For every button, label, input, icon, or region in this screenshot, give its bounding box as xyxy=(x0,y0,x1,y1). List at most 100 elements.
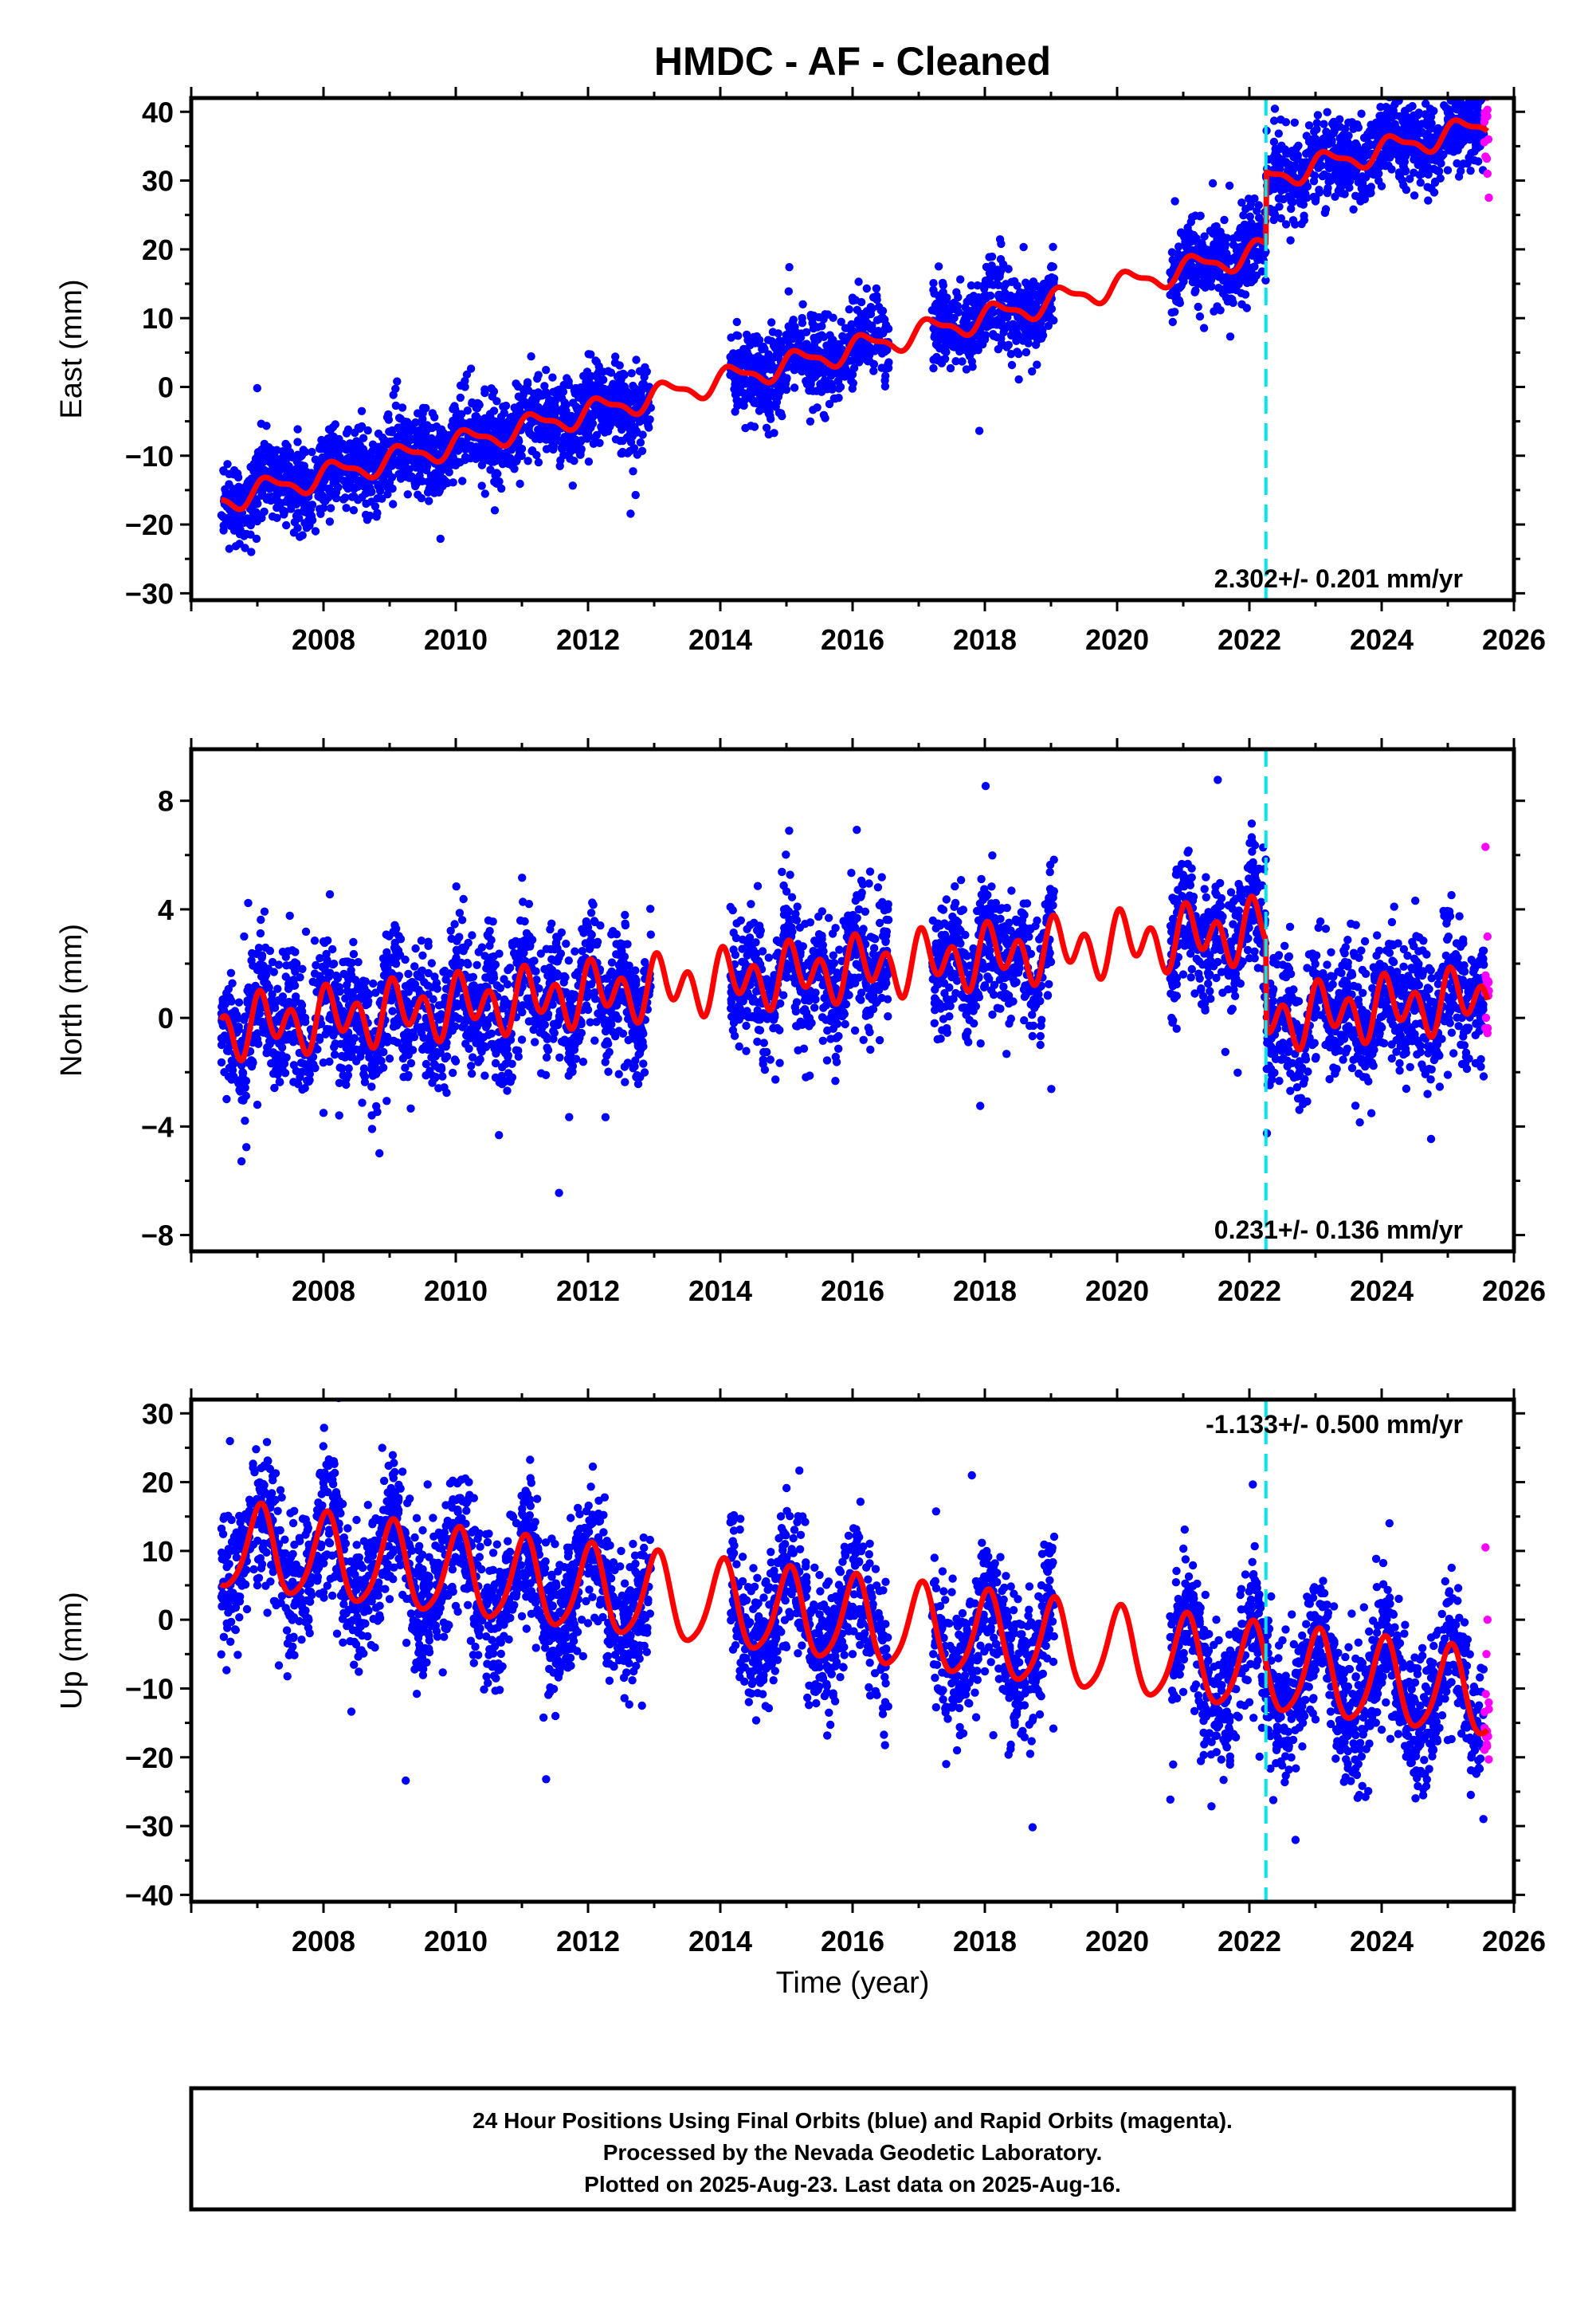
data-point xyxy=(620,421,629,430)
data-point xyxy=(219,521,228,530)
data-point xyxy=(829,313,837,322)
data-point xyxy=(732,317,741,327)
data-point xyxy=(572,440,581,449)
data-point xyxy=(584,411,594,421)
data-point xyxy=(963,347,972,355)
data-point xyxy=(1323,108,1331,116)
data-point xyxy=(774,329,782,338)
data-point xyxy=(758,345,767,354)
data-point xyxy=(1237,300,1246,308)
data-point xyxy=(1323,183,1332,193)
data-point xyxy=(419,1033,428,1043)
data-point xyxy=(564,956,573,965)
data-point xyxy=(242,529,251,539)
data-point xyxy=(534,371,543,379)
data-point xyxy=(805,386,814,395)
data-point xyxy=(632,398,641,406)
data-point xyxy=(797,363,806,371)
data-point xyxy=(629,381,637,391)
data-point xyxy=(939,313,948,322)
east-plot-area xyxy=(217,59,1493,600)
data-point xyxy=(1225,255,1234,264)
east-x-tick-label: 2026 xyxy=(1482,623,1546,656)
data-point xyxy=(394,423,402,432)
data-point xyxy=(1415,171,1425,179)
data-point xyxy=(1398,147,1406,156)
data-point xyxy=(403,490,412,499)
data-point xyxy=(616,437,625,446)
data-point xyxy=(1446,73,1454,81)
data-point xyxy=(1200,232,1209,241)
data-point xyxy=(583,430,593,438)
data-point xyxy=(592,430,602,440)
data-point xyxy=(422,463,431,472)
data-point xyxy=(855,321,864,330)
data-point xyxy=(1271,155,1280,165)
data-point xyxy=(602,389,611,399)
data-point xyxy=(1457,59,1465,67)
data-point xyxy=(756,383,765,393)
data-point xyxy=(339,495,348,504)
data-point xyxy=(1457,167,1465,175)
data-point xyxy=(598,426,606,434)
data-point xyxy=(495,1131,504,1140)
data-point xyxy=(1242,232,1252,242)
data-point xyxy=(784,335,793,344)
data-point xyxy=(1274,129,1284,138)
data-point xyxy=(1437,152,1446,161)
data-point xyxy=(735,357,744,366)
data-point xyxy=(884,360,892,369)
data-point xyxy=(527,446,536,456)
data-point xyxy=(487,384,496,393)
data-point xyxy=(317,435,326,445)
data-point xyxy=(434,488,443,497)
data-point xyxy=(447,422,456,430)
data-point xyxy=(480,385,489,394)
data-point xyxy=(835,348,844,357)
east-y-tick-label: 0 xyxy=(158,371,174,403)
data-point xyxy=(848,356,857,365)
data-point xyxy=(273,487,282,497)
data-point xyxy=(497,426,506,434)
data-point xyxy=(995,235,1005,244)
north-final-orbit-points xyxy=(217,776,1488,1197)
data-point xyxy=(439,429,449,438)
data-point xyxy=(466,364,476,373)
east-x-tick-label: 2016 xyxy=(821,623,884,656)
data-point xyxy=(1022,348,1031,357)
east-y-tick-label: 20 xyxy=(142,234,174,266)
data-point xyxy=(733,401,742,410)
data-point xyxy=(934,262,943,271)
data-point xyxy=(1014,375,1023,384)
data-point xyxy=(419,456,428,465)
data-point xyxy=(848,370,857,379)
data-point xyxy=(625,430,634,439)
data-point xyxy=(1190,230,1198,240)
data-point xyxy=(1339,147,1347,155)
data-point xyxy=(316,509,325,518)
data-point xyxy=(428,409,437,418)
data-point xyxy=(929,363,938,373)
data-point xyxy=(743,361,752,370)
data-point xyxy=(827,337,836,346)
data-point xyxy=(1191,211,1200,220)
data-point xyxy=(633,450,641,459)
data-point xyxy=(1269,137,1279,147)
data-point xyxy=(1414,129,1422,138)
east-x-tick-label: 2024 xyxy=(1350,623,1414,656)
data-point xyxy=(467,1069,476,1078)
data-point xyxy=(1239,211,1248,220)
data-point xyxy=(401,955,410,964)
data-point xyxy=(818,322,826,331)
data-point xyxy=(1351,191,1360,200)
data-point xyxy=(819,410,829,419)
data-point xyxy=(1241,290,1250,299)
data-point xyxy=(331,493,341,503)
data-point xyxy=(982,291,990,300)
data-point xyxy=(514,382,523,391)
data-point xyxy=(946,363,955,373)
data-point xyxy=(463,406,472,415)
data-point xyxy=(1019,242,1028,252)
data-point xyxy=(879,329,888,338)
